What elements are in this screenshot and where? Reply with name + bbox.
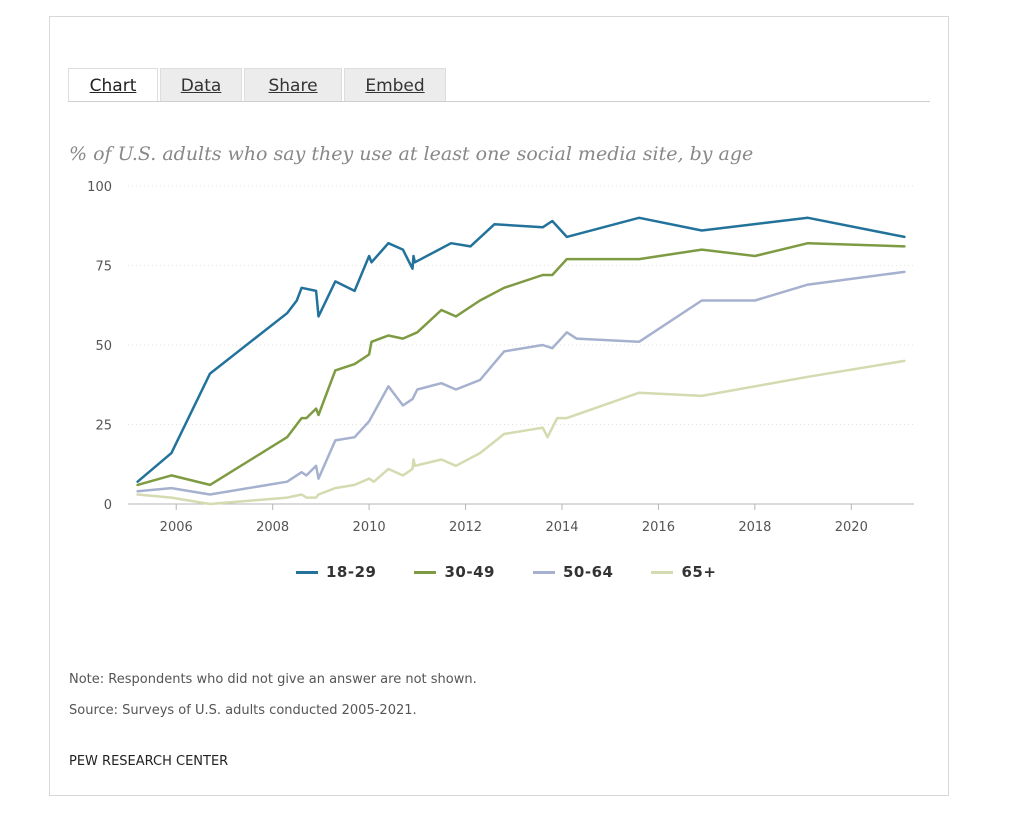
x-tick-label: 2020	[835, 520, 868, 535]
series-line-50-64	[136, 270, 906, 496]
series-line-18-29	[136, 216, 906, 483]
legend-label-18-29: 18-29	[326, 563, 377, 581]
x-tick-label: 2010	[353, 520, 386, 535]
tab-embed[interactable]: Embed	[344, 68, 446, 102]
tab-divider	[68, 101, 930, 102]
legend-label-50-64: 50-64	[562, 563, 614, 581]
legend-swatch-50-64	[532, 570, 555, 574]
y-tick-label: 100	[87, 180, 112, 195]
chart-title: % of U.S. adults who say they use at lea…	[69, 143, 754, 165]
y-tick-label: 25	[95, 419, 112, 434]
x-tick-label: 2018	[738, 520, 771, 535]
pew-brand-label: PEW RESEARCH CENTER	[69, 754, 229, 769]
chart-source: Source: Surveys of U.S. adults conducted…	[69, 703, 417, 718]
x-tick-label: 2012	[449, 520, 482, 535]
tab-chart[interactable]: Chart	[68, 68, 158, 102]
legend-swatch-30-49	[414, 570, 437, 574]
tab-data[interactable]: Data	[160, 68, 242, 102]
legend-label-30-49: 30-49	[444, 563, 495, 581]
y-tick-label: 50	[95, 339, 112, 354]
tab-share[interactable]: Share	[244, 68, 342, 102]
x-tick-label: 2016	[642, 520, 675, 535]
y-tick-label: 0	[104, 498, 112, 513]
series-line-30-49	[136, 241, 906, 487]
legend-swatch-65-plus	[651, 570, 674, 574]
x-tick-label: 2008	[256, 520, 289, 535]
legend-swatch-18-29	[296, 570, 318, 574]
chart-legend: 18-29 30-49 50-64 65+	[296, 563, 754, 581]
legend-item-30-49: 30-49	[414, 563, 494, 581]
series-line-65-plus	[136, 359, 906, 506]
y-tick-label: 75	[95, 260, 112, 275]
x-tick-label: 2006	[160, 520, 193, 535]
legend-label-65-plus: 65+	[681, 563, 717, 581]
legend-item-50-64: 50-64	[532, 563, 614, 581]
chart-tabs: Chart Data Share Embed	[68, 68, 448, 102]
legend-item-65-plus: 65+	[651, 563, 716, 581]
chart-note: Note: Respondents who did not give an an…	[69, 672, 477, 687]
legend-item-18-29: 18-29	[296, 563, 376, 581]
x-tick-label: 2014	[545, 520, 578, 535]
chart-card	[49, 16, 949, 796]
